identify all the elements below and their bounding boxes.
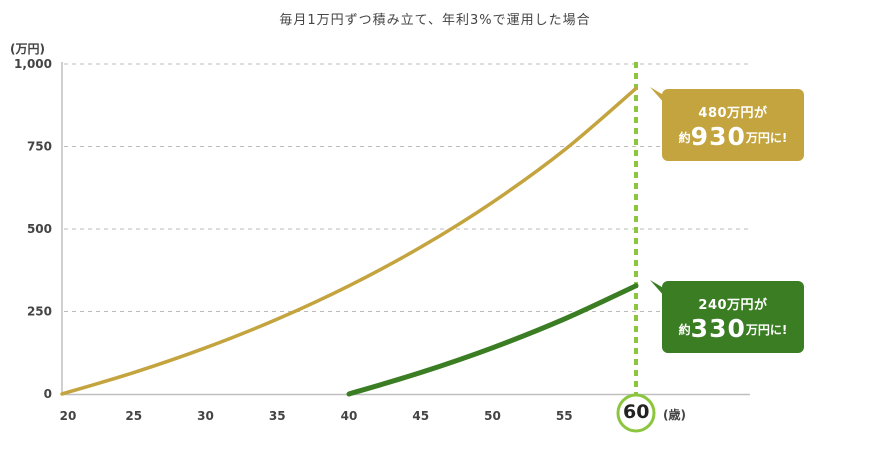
x-tick-label: 20 — [60, 409, 77, 423]
chart-title: 毎月1万円ずつ積み立て、年利3%で運用した場合 — [279, 13, 591, 28]
callout-green-line1: 240万円が — [698, 298, 768, 313]
x-tick-label: 25 — [125, 409, 142, 423]
y-tick-label: 250 — [27, 305, 52, 319]
x-tick-label: 30 — [197, 409, 214, 423]
callout-gold-line2: 約930万円に! — [678, 122, 788, 151]
x-tick-label: 55 — [556, 409, 573, 423]
highlight-circle-60 — [616, 393, 656, 433]
y-tick-label: 500 — [27, 222, 52, 236]
y-axis-unit: (万円) — [10, 42, 45, 56]
series-line-from-40 — [346, 283, 639, 397]
x-tick-label: 40 — [341, 409, 358, 423]
series-line-from-20 — [60, 86, 638, 396]
y-tick-label: 0 — [44, 387, 52, 401]
callout-gold: 480万円が 約930万円に! — [662, 89, 804, 161]
y-tick-label: 750 — [27, 140, 52, 154]
x-highlight-label: 60 — [623, 401, 650, 423]
callout-gold-line1: 480万円が — [698, 106, 768, 121]
callout-green: 240万円が 約330万円に! — [662, 281, 804, 353]
gridlines — [64, 63, 750, 312]
x-axis-ticks: 20 25 30 35 40 45 50 55 — [60, 409, 573, 423]
x-tick-label: 50 — [484, 409, 501, 423]
x-tick-label: 45 — [412, 409, 429, 423]
y-tick-label: 1,000 — [14, 57, 52, 71]
x-axis-unit: (歳) — [663, 408, 686, 422]
callout-green-line2: 約330万円に! — [678, 314, 788, 343]
y-axis-ticks: 0 250 500 750 1,000 — [14, 57, 52, 401]
x-tick-label: 35 — [269, 409, 286, 423]
